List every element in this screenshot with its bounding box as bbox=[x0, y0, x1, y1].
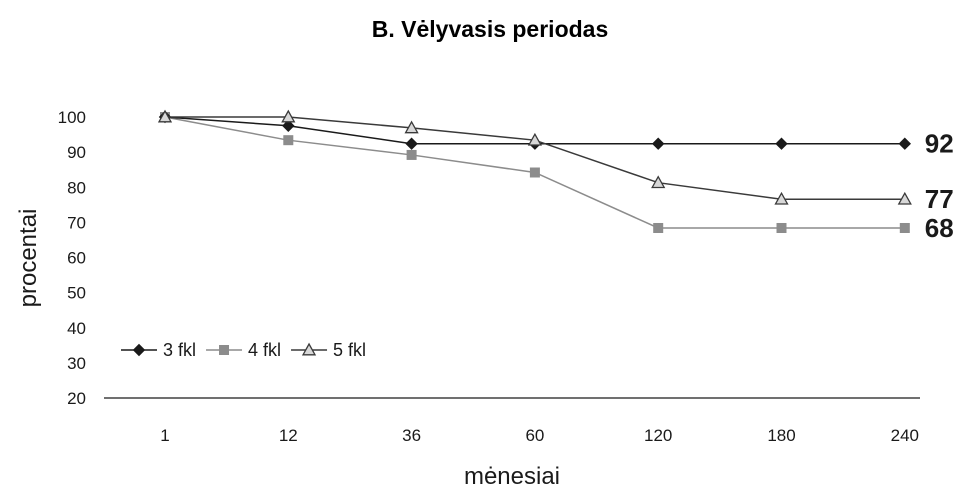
x-tick-label: 120 bbox=[644, 426, 672, 445]
y-axis-ticks: 20 30 40 50 60 70 80 90 100 bbox=[58, 108, 86, 408]
legend-marker bbox=[301, 342, 317, 356]
x-tick-label: 36 bbox=[402, 426, 421, 445]
y-tick-label: 90 bbox=[67, 143, 86, 162]
legend-label: 3 fkl bbox=[163, 340, 196, 360]
x-tick-label: 12 bbox=[279, 426, 298, 445]
data-point bbox=[282, 119, 295, 132]
y-tick-label: 20 bbox=[67, 389, 86, 408]
series-layer bbox=[157, 109, 912, 233]
x-tick-label: 180 bbox=[767, 426, 795, 445]
data-point bbox=[281, 109, 296, 123]
series-line bbox=[165, 116, 905, 200]
x-axis-ticks: 1 12 36 60 120 180 240 bbox=[160, 426, 919, 445]
legend: 3 fkl 4 fkl 5 fkl bbox=[121, 340, 366, 360]
data-point bbox=[775, 137, 788, 150]
data-point bbox=[404, 120, 419, 134]
x-axis-label: mėnesiai bbox=[464, 463, 560, 490]
series-5-fkl bbox=[157, 109, 912, 205]
y-tick-label: 60 bbox=[67, 249, 86, 268]
data-point bbox=[776, 222, 787, 233]
y-tick-label: 50 bbox=[67, 284, 86, 303]
y-tick-label: 40 bbox=[67, 319, 86, 338]
chart-title: B. Vėlyvasis periodas bbox=[372, 16, 609, 42]
legend-label: 4 fkl bbox=[248, 340, 281, 360]
y-tick-label: 100 bbox=[58, 108, 86, 127]
data-point bbox=[898, 137, 912, 150]
y-tick-label: 30 bbox=[67, 354, 86, 373]
end-value-label: 77 bbox=[925, 184, 954, 214]
end-value-label: 68 bbox=[925, 213, 954, 243]
data-point bbox=[899, 222, 910, 233]
series-4-fkl bbox=[160, 112, 910, 233]
data-point bbox=[653, 222, 664, 233]
data-point bbox=[283, 135, 294, 146]
data-point bbox=[651, 175, 666, 189]
data-point bbox=[527, 132, 543, 146]
y-tick-label: 70 bbox=[67, 213, 86, 232]
legend-label: 5 fkl bbox=[333, 340, 366, 360]
data-point bbox=[157, 109, 173, 123]
y-tick-label: 80 bbox=[67, 178, 86, 197]
x-tick-label: 1 bbox=[160, 426, 169, 445]
legend-marker bbox=[219, 345, 230, 355]
data-point bbox=[529, 167, 540, 178]
data-point bbox=[774, 191, 789, 205]
y-axis-label: procentai bbox=[15, 209, 42, 308]
x-tick-label: 240 bbox=[891, 426, 919, 445]
data-point bbox=[406, 149, 417, 160]
end-value-label: 92 bbox=[925, 129, 954, 159]
legend-marker bbox=[132, 343, 146, 357]
x-tick-label: 60 bbox=[525, 426, 544, 445]
data-point bbox=[897, 191, 912, 205]
data-point bbox=[405, 137, 418, 150]
data-point bbox=[651, 137, 665, 150]
